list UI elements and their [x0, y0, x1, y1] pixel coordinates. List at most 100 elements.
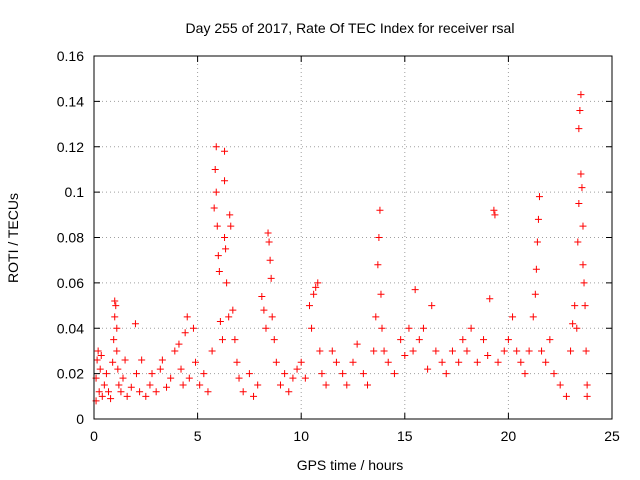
data-point	[504, 336, 512, 344]
data-point	[156, 365, 164, 373]
data-point	[212, 188, 220, 196]
data-point	[163, 383, 171, 391]
data-point	[215, 268, 223, 276]
y-tick-label: 0.02	[57, 366, 84, 382]
data-point	[152, 388, 160, 396]
data-point	[276, 381, 284, 389]
data-point	[148, 370, 156, 378]
data-point	[260, 306, 268, 314]
data-points	[92, 91, 591, 405]
data-point	[484, 351, 492, 359]
data-point	[185, 374, 193, 382]
data-point	[579, 222, 587, 230]
x-axis-label: GPS time / hours	[297, 457, 404, 473]
data-point	[123, 392, 131, 400]
data-point	[262, 324, 270, 332]
data-point	[500, 347, 508, 355]
data-point	[183, 313, 191, 321]
data-point	[210, 204, 218, 212]
data-point	[105, 388, 113, 396]
data-point	[229, 306, 237, 314]
data-point	[214, 252, 222, 260]
data-point	[127, 383, 135, 391]
x-tick-label: 20	[501, 428, 517, 444]
data-point	[266, 256, 274, 264]
data-point	[272, 358, 280, 366]
data-point	[573, 324, 581, 332]
data-point	[245, 370, 253, 378]
y-tick-label: 0.04	[57, 320, 84, 336]
data-point	[490, 206, 498, 214]
data-point	[117, 388, 125, 396]
data-point	[521, 370, 529, 378]
data-point	[305, 302, 313, 310]
data-point	[258, 292, 266, 300]
data-point	[486, 295, 494, 303]
data-point	[535, 193, 543, 201]
data-point	[569, 320, 577, 328]
data-point	[131, 320, 139, 328]
data-point	[297, 358, 305, 366]
data-point	[138, 356, 146, 364]
y-tick-label: 0.16	[57, 48, 84, 64]
data-point	[109, 358, 117, 366]
data-point	[93, 356, 101, 364]
data-point	[376, 206, 384, 214]
data-point	[473, 358, 481, 366]
data-point	[158, 356, 166, 364]
data-point	[281, 370, 289, 378]
data-point	[372, 313, 380, 321]
data-point	[459, 336, 467, 344]
data-point	[192, 358, 200, 366]
data-point	[405, 324, 413, 332]
data-point	[226, 211, 234, 219]
data-point	[208, 347, 216, 355]
data-point	[574, 238, 582, 246]
data-point	[189, 324, 197, 332]
data-point	[119, 374, 127, 382]
data-point	[546, 336, 554, 344]
data-point	[211, 165, 219, 173]
data-point	[332, 358, 340, 366]
data-point	[121, 356, 129, 364]
data-point	[264, 229, 272, 237]
data-point	[513, 347, 521, 355]
data-point	[562, 392, 570, 400]
data-point	[580, 279, 588, 287]
data-point	[293, 365, 301, 373]
data-point	[567, 347, 575, 355]
data-point	[318, 370, 326, 378]
data-point	[575, 199, 583, 207]
data-point	[181, 329, 189, 337]
data-point	[289, 374, 297, 382]
data-point	[571, 302, 579, 310]
y-tick-label: 0.14	[57, 93, 84, 109]
data-point	[533, 238, 541, 246]
data-point	[100, 381, 108, 389]
data-point	[285, 388, 293, 396]
data-point	[231, 336, 239, 344]
data-point	[102, 370, 110, 378]
data-point	[438, 358, 446, 366]
data-point	[113, 324, 121, 332]
data-point	[480, 336, 488, 344]
data-point	[370, 347, 378, 355]
data-point	[218, 336, 226, 344]
data-point	[175, 340, 183, 348]
data-point	[95, 388, 103, 396]
y-tick-label: 0	[76, 411, 84, 427]
data-point	[390, 370, 398, 378]
data-point	[227, 222, 235, 230]
y-axis-label: ROTI / TECUs	[5, 193, 21, 283]
data-point	[582, 347, 590, 355]
data-point	[411, 286, 419, 294]
data-point	[322, 381, 330, 389]
y-tick-label: 0.08	[57, 230, 84, 246]
data-point	[531, 290, 539, 298]
data-point	[270, 336, 278, 344]
data-point	[339, 370, 347, 378]
data-point	[216, 317, 224, 325]
chart-title: Day 255 of 2017, Rate Of TEC Index for r…	[186, 20, 515, 36]
data-point	[254, 381, 262, 389]
data-point	[542, 358, 550, 366]
